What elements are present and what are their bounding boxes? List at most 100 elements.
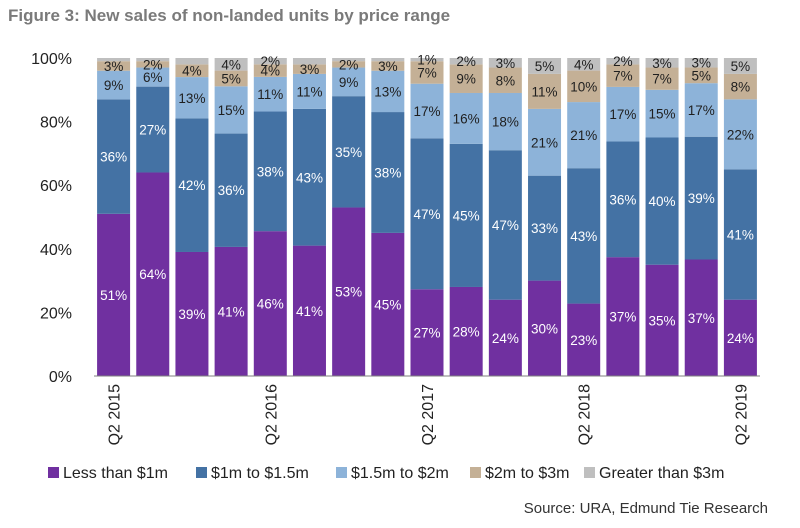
data-label: 5% (535, 59, 555, 74)
bar-segment (253, 58, 287, 65)
bar-segment (332, 61, 366, 68)
x-tick-label: Q2 2015 (107, 384, 124, 445)
bar-segment (136, 67, 170, 87)
bar-segment (410, 58, 444, 62)
legend-label: $1.5m to $2m (351, 465, 449, 482)
y-tick-label: 60% (40, 178, 72, 195)
data-label: 1% (417, 53, 437, 68)
data-label: 6% (143, 70, 163, 85)
legend-label: Greater than $3m (599, 465, 724, 482)
data-label: 64% (139, 267, 166, 282)
data-label: 41% (296, 304, 323, 319)
bar-segment (645, 137, 679, 265)
bar-segment (214, 58, 248, 71)
bar-segment (567, 303, 601, 376)
bar-segment (684, 136, 718, 260)
bar-segment (214, 133, 248, 247)
x-axis: Q2 2015 Q2 2016 Q2 2017 Q2 2018 Q2 2019 (94, 375, 760, 445)
legend-label: $2m to $3m (485, 465, 569, 482)
data-label: 16% (453, 111, 480, 126)
data-label: 45% (374, 297, 401, 312)
data-label: 9% (339, 75, 359, 90)
data-label: 45% (453, 208, 480, 223)
bar-segment (371, 232, 405, 376)
data-label: 23% (570, 333, 597, 348)
bar-segment (214, 70, 248, 87)
bar-segment (528, 175, 562, 281)
bar-segment (371, 70, 405, 113)
bar-segment (97, 99, 131, 214)
bar-segment (175, 64, 209, 78)
bar-segment (253, 64, 287, 77)
data-label: 4% (182, 64, 202, 79)
bar-segment (97, 70, 131, 100)
legend-label: Less than $1m (63, 465, 168, 482)
data-label: 21% (570, 128, 597, 143)
y-tick-label: 80% (40, 115, 72, 132)
bar-segment (292, 58, 326, 65)
bar-segment (488, 150, 522, 300)
bar-segment (684, 83, 718, 137)
data-label: 24% (492, 331, 519, 346)
bar-segment (606, 257, 640, 376)
bar-segment (684, 58, 718, 68)
bar-segment (528, 58, 562, 74)
bar-segment (332, 58, 366, 62)
data-label: 40% (649, 194, 676, 209)
data-label: 4% (221, 57, 241, 72)
data-label: 18% (492, 115, 519, 130)
data-label: 22% (727, 127, 754, 142)
bar-segment (567, 58, 601, 71)
x-tick-label: Q2 2017 (420, 384, 437, 445)
legend-label: $1m to $1.5m (211, 465, 309, 482)
bar-segment (175, 118, 209, 252)
bar-segment (723, 73, 757, 100)
bar-segment (410, 289, 444, 376)
bar-segment (645, 264, 679, 376)
bar-segment (97, 58, 131, 62)
data-label: 21% (531, 135, 558, 150)
data-label: 3% (378, 59, 398, 74)
data-label: 13% (374, 84, 401, 99)
data-label: 7% (613, 69, 633, 84)
data-label: 36% (609, 192, 636, 207)
bar-segment (292, 64, 326, 74)
bar-segment (175, 58, 209, 65)
bar-segment (723, 58, 757, 74)
data-label: 39% (178, 307, 205, 322)
data-label: 5% (221, 71, 241, 86)
bar-segment (292, 245, 326, 376)
data-label: 9% (456, 72, 476, 87)
value-labels: 51%36%9%3%64%27%6%2%39%42%13%4%41%36%15%… (100, 53, 754, 348)
data-label: 37% (688, 311, 715, 326)
data-label: 36% (100, 150, 127, 165)
data-label: 2% (613, 54, 633, 69)
data-label: 3% (652, 56, 672, 71)
data-label: 35% (649, 313, 676, 328)
bar-segment (410, 61, 444, 84)
bar-segment (214, 246, 248, 376)
bar-segment (567, 70, 601, 103)
bar-segment (488, 299, 522, 376)
bar-segment (606, 64, 640, 87)
data-label: 3% (104, 59, 124, 74)
data-label: 39% (688, 191, 715, 206)
data-label: 3% (496, 56, 516, 71)
data-label: 3% (691, 56, 711, 71)
bar-segment (292, 108, 326, 246)
x-tick-label: Q2 2019 (733, 384, 750, 445)
bar-segment (645, 67, 679, 90)
data-label: 17% (609, 107, 636, 122)
data-label: 13% (178, 91, 205, 106)
data-label: 46% (257, 297, 284, 312)
data-label: 2% (339, 57, 359, 72)
data-label: 38% (374, 165, 401, 180)
y-tick-label: 100% (31, 51, 72, 68)
bar-segment (97, 61, 131, 71)
bar-segment (449, 58, 483, 65)
bar-segment (606, 86, 640, 142)
data-label: 17% (688, 103, 715, 118)
data-label: 30% (531, 321, 558, 336)
data-label: 8% (496, 73, 516, 88)
data-label: 35% (335, 145, 362, 160)
